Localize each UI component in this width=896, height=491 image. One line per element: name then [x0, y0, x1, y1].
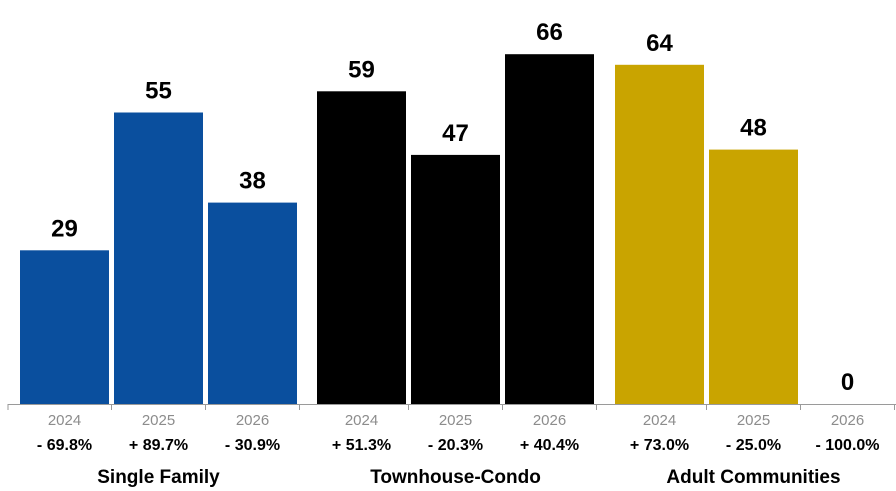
year-tick-label: 2026 — [831, 412, 864, 429]
bar — [317, 91, 406, 405]
percent-change-label: + 73.0% — [630, 437, 689, 454]
percent-change-label: - 69.8% — [37, 437, 92, 454]
bar — [615, 64, 704, 405]
percent-change-label: - 20.3% — [428, 437, 483, 454]
year-tick-label: 2024 — [643, 412, 676, 429]
bar-value-label: 0 — [841, 369, 854, 396]
bar-value-label: 48 — [740, 115, 767, 142]
year-tick-label: 2026 — [236, 412, 269, 429]
bar — [114, 112, 203, 404]
x-axis — [7, 404, 896, 410]
group-label: Adult Communities — [666, 467, 840, 488]
bar-value-label: 59 — [348, 56, 375, 83]
bar — [709, 149, 798, 404]
year-tick-label: 2024 — [48, 412, 81, 429]
bar-value-label: 55 — [145, 78, 172, 105]
bar — [20, 250, 109, 404]
bar-value-label: 29 — [51, 215, 78, 242]
bar — [505, 54, 594, 404]
group-label: Townhouse-Condo — [370, 467, 541, 488]
group-label: Single Family — [97, 467, 220, 488]
labels-layer: 29 2024 - 69.8% 55 2025 + 89.7% 38 2026 - 30.9% S… — [37, 19, 880, 488]
percent-change-label: + 40.4% — [520, 437, 579, 454]
year-tick-label: 2025 — [142, 412, 175, 429]
bar-value-label: 47 — [442, 120, 469, 147]
year-tick-label: 2025 — [737, 412, 770, 429]
bar — [208, 202, 297, 404]
year-tick-label: 2026 — [533, 412, 566, 429]
percent-change-label: - 30.9% — [225, 437, 280, 454]
bars-layer — [20, 54, 798, 405]
percent-change-label: + 51.3% — [332, 437, 391, 454]
percent-change-label: + 89.7% — [129, 437, 188, 454]
bar — [411, 154, 500, 404]
bar-value-label: 38 — [239, 168, 266, 195]
bar-value-label: 64 — [646, 30, 673, 57]
year-tick-label: 2024 — [345, 412, 378, 429]
year-tick-label: 2025 — [439, 412, 472, 429]
percent-change-label: - 100.0% — [815, 437, 879, 454]
bar-value-label: 66 — [536, 19, 563, 46]
percent-change-label: - 25.0% — [726, 437, 781, 454]
